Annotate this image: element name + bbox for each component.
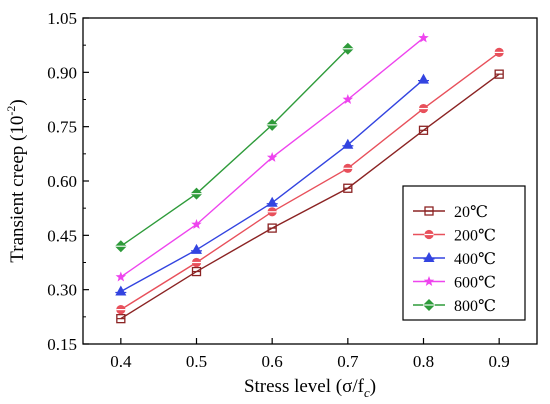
- data-point: [424, 206, 434, 216]
- marker-triangle: [115, 285, 127, 296]
- data-point: [115, 271, 127, 282]
- marker-triangle: [266, 196, 278, 207]
- legend-item: 20℃: [413, 204, 488, 221]
- data-point: [266, 151, 278, 162]
- y-tick-label: 0.90: [47, 63, 77, 82]
- data-point: [423, 276, 435, 286]
- legend-item: 400℃: [413, 251, 496, 268]
- data-point: [114, 240, 127, 253]
- legend-label: 200℃: [454, 228, 496, 245]
- y-tick-label: 1.05: [47, 9, 77, 28]
- marker-star: [418, 32, 429, 43]
- legend-label: 600℃: [454, 275, 496, 292]
- x-axis-title: Stress level (σ/fc): [244, 376, 376, 400]
- series-line: [120, 51, 500, 311]
- data-point: [267, 207, 277, 217]
- data-point: [266, 196, 278, 207]
- data-point: [423, 299, 435, 311]
- data-point: [418, 73, 429, 84]
- series-diamond: [114, 42, 354, 253]
- data-point: [494, 47, 504, 58]
- x-tick-label: 0.7: [337, 352, 359, 371]
- y-tick-label: 0.75: [47, 118, 77, 137]
- legend-items: 20℃ 200℃ 400℃ 600℃ 800℃: [413, 204, 496, 315]
- legend-item: 600℃: [413, 275, 496, 292]
- marker-star: [423, 276, 435, 286]
- series-line: [120, 48, 349, 247]
- marker-triangle: [418, 73, 429, 84]
- legend-label: 400℃: [454, 251, 496, 268]
- data-point: [342, 94, 354, 104]
- y-tick-label: 0.60: [47, 172, 77, 191]
- data-point: [418, 125, 429, 135]
- data-point: [116, 304, 126, 315]
- marker-triangle: [191, 243, 202, 254]
- series-line: [120, 79, 424, 293]
- data-point: [424, 229, 434, 240]
- y-ticks: 0.15 0.30 0.45 0.60 0.75 0.90 1.05: [47, 9, 89, 354]
- data-point: [267, 223, 277, 233]
- y-tick-label: 0.45: [47, 226, 77, 245]
- legend-box: [402, 185, 526, 321]
- legend-label: 20℃: [454, 204, 488, 221]
- series-star: [115, 32, 429, 282]
- x-tick-label: 0.5: [186, 352, 207, 371]
- legend-label: 800℃: [454, 298, 496, 315]
- x-tick-label: 0.8: [413, 352, 434, 371]
- y-axis-title: Transient creep (10-2): [4, 99, 28, 262]
- x-ticks: 0.4 0.5 0.6 0.7 0.8 0.9: [110, 338, 510, 371]
- y-tick-label: 0.30: [47, 281, 77, 300]
- series-layer: [114, 32, 504, 324]
- marker-triangle: [342, 138, 354, 149]
- series-triangle: [115, 73, 429, 296]
- x-tick-label: 0.6: [262, 352, 283, 371]
- legend-item: 200℃: [413, 228, 496, 245]
- data-point: [191, 243, 202, 254]
- marker-star: [115, 271, 127, 282]
- data-point: [343, 183, 353, 193]
- x-tick-label: 0.4: [110, 352, 132, 371]
- series-circle: [116, 47, 504, 315]
- data-point: [343, 163, 353, 173]
- data-point: [191, 266, 202, 277]
- legend: 20℃ 200℃ 400℃ 600℃ 800℃: [402, 185, 526, 321]
- series-square: [116, 69, 504, 324]
- data-point: [191, 218, 202, 229]
- data-point: [115, 285, 127, 296]
- data-point: [418, 103, 429, 114]
- data-point: [423, 252, 435, 262]
- data-point: [190, 187, 203, 200]
- data-point: [494, 69, 504, 79]
- legend-item: 800℃: [413, 298, 496, 315]
- data-point: [342, 138, 354, 149]
- marker-star: [266, 151, 278, 162]
- data-point: [418, 32, 429, 43]
- series-line: [120, 73, 500, 320]
- data-point: [266, 118, 279, 131]
- data-point: [191, 257, 202, 268]
- marker-star: [342, 94, 354, 104]
- marker-star: [191, 218, 202, 229]
- data-point: [116, 313, 126, 324]
- x-tick-label: 0.9: [489, 352, 510, 371]
- data-point: [341, 42, 354, 55]
- y-tick-label: 0.15: [47, 335, 77, 354]
